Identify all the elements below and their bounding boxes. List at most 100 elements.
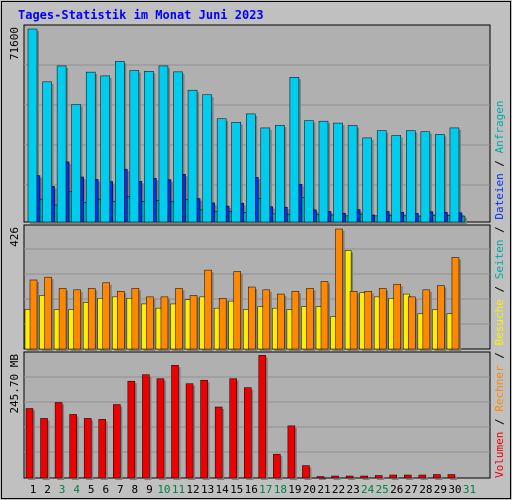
rechner-bar xyxy=(44,276,52,350)
rechner-bar xyxy=(291,291,300,350)
anfragen-bar xyxy=(144,71,154,223)
day-label: 28 xyxy=(419,483,432,496)
volumen-bar xyxy=(25,408,34,479)
rechner-bar xyxy=(233,271,241,350)
volumen-bar-shadow xyxy=(333,478,341,480)
volumen-bar xyxy=(113,404,121,479)
rechner-bar xyxy=(73,289,81,350)
bottom-ymax-label: 245.70 MB xyxy=(8,354,21,414)
day-label: 31 xyxy=(463,483,476,496)
dateien-bar xyxy=(124,168,128,223)
anfragen-bar xyxy=(42,81,52,223)
day-label: 29 xyxy=(434,483,447,496)
day-label: 26 xyxy=(390,483,403,496)
volumen-bar xyxy=(54,402,63,479)
rechner-bar xyxy=(218,298,227,350)
volumen-bar xyxy=(185,383,194,479)
anfragen-bar xyxy=(391,135,401,223)
dateien-bar xyxy=(356,209,361,223)
rechner-bar xyxy=(160,296,169,350)
dateien-bar xyxy=(385,211,390,223)
anfragen-bar xyxy=(158,65,169,223)
volumen-bar xyxy=(98,419,106,479)
anfragen-bar xyxy=(449,127,460,223)
panel-3-frame xyxy=(23,351,491,479)
volumen-bar xyxy=(447,474,456,479)
volumen-bar xyxy=(142,374,150,479)
rechner-bar xyxy=(451,257,460,350)
anfragen-bar xyxy=(347,125,358,223)
volumen-bar xyxy=(345,475,354,479)
day-label: 19 xyxy=(288,483,301,496)
middle-ymax-label: 426 xyxy=(8,227,21,247)
rechner-bar xyxy=(335,228,343,350)
day-label: 1 xyxy=(30,483,37,496)
rechner-bar xyxy=(306,288,314,350)
volumen-bar-shadow xyxy=(391,477,399,480)
legend-separator: / xyxy=(493,153,506,173)
volumen-bar-shadow xyxy=(362,478,370,480)
day-label: 12 xyxy=(186,483,199,496)
rechner-bar xyxy=(320,281,329,350)
volumen-bar xyxy=(360,475,368,479)
rechner-bar xyxy=(248,286,256,350)
volumen-bar-shadow xyxy=(420,477,428,480)
anfragen-bar xyxy=(231,122,241,223)
legend-volumen: Volumen xyxy=(493,432,506,478)
volumen-bar-shadow xyxy=(348,478,356,480)
volumen-bar xyxy=(331,475,339,479)
rechner-bar xyxy=(131,288,140,350)
volumen-bar-shadow xyxy=(435,476,443,480)
day-label: 6 xyxy=(102,483,109,496)
dateien-bar xyxy=(458,212,463,223)
anfragen-bar xyxy=(27,28,38,223)
top-ymax-label: 71600 xyxy=(8,27,21,60)
dateien-bar xyxy=(284,206,288,223)
rechner-bar xyxy=(277,293,285,350)
rechner-bar xyxy=(29,279,38,350)
anfragen-bar xyxy=(129,70,140,223)
volumen-bar xyxy=(302,465,310,479)
day-label: 7 xyxy=(117,483,124,496)
anfragen-bar xyxy=(406,130,416,223)
day-label: 10 xyxy=(157,483,170,496)
rechner-bar xyxy=(349,291,358,350)
anfragen-bar xyxy=(376,130,387,223)
day-label: 9 xyxy=(146,483,153,496)
volumen-bar-shadow xyxy=(377,477,385,480)
day-label: 2 xyxy=(44,483,51,496)
day-label: 25 xyxy=(376,483,389,496)
day-label: 11 xyxy=(172,483,185,496)
anfragen-bar xyxy=(216,118,227,223)
legend-rechner: Rechner xyxy=(493,365,506,412)
day-label: 4 xyxy=(73,483,80,496)
anfragen-bar xyxy=(435,134,445,223)
anfragen-bar xyxy=(202,94,212,223)
rechner-bar xyxy=(87,288,96,350)
day-label: 13 xyxy=(201,483,214,496)
volumen-bar xyxy=(214,406,223,479)
volumen-bar-shadow xyxy=(319,478,326,480)
volumen-bar xyxy=(258,355,267,479)
rechner-bar xyxy=(58,288,67,350)
chart-title: Tages-Statistik im Monat Juni 2023 xyxy=(18,8,264,22)
legend: Volumen / Rechner / Besuche / Seiten / D… xyxy=(493,100,506,478)
dateien-bar xyxy=(342,213,346,223)
day-label: 3 xyxy=(59,483,66,496)
dateien-bar xyxy=(371,214,375,223)
dateien-bar xyxy=(211,202,215,223)
volumen-bar xyxy=(404,474,412,479)
day-label: 14 xyxy=(216,483,230,496)
anfragen-bar xyxy=(260,127,271,223)
dateien-bar xyxy=(36,175,41,223)
dateien-bar xyxy=(225,205,230,223)
day-label: 5 xyxy=(88,483,95,496)
rechner-bar xyxy=(422,289,431,350)
volumen-bar xyxy=(418,474,427,479)
anfragen-bar xyxy=(187,89,198,223)
legend-besuche: Besuche xyxy=(493,299,506,345)
legend-anfragen: Anfragen xyxy=(493,100,506,153)
volumen-bar xyxy=(69,414,77,479)
